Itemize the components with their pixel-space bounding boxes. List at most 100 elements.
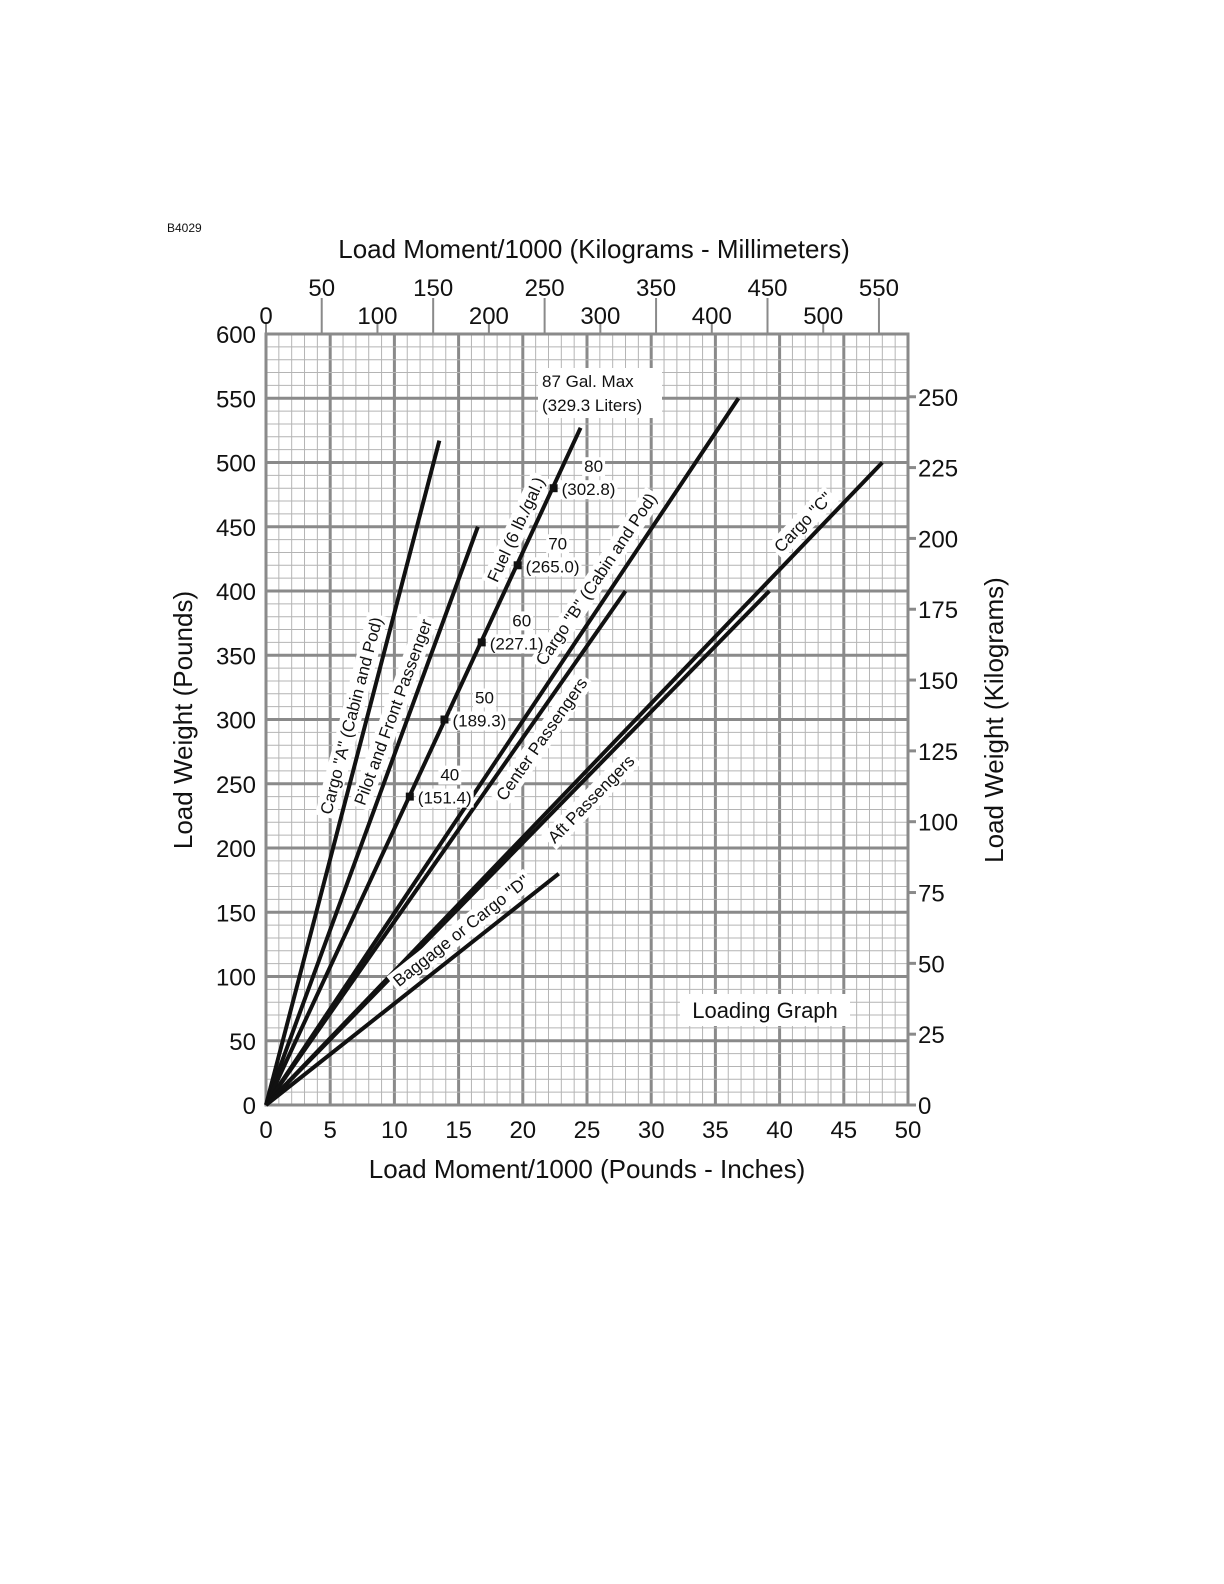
fuel-label-background: [523, 557, 582, 577]
plot-frame: [264, 332, 910, 1107]
fuel-mark-label-group: 80 (302.8): [559, 457, 618, 500]
y2-tick-label: 100: [918, 810, 958, 837]
series-label-background: [386, 868, 537, 994]
series-line: [264, 426, 583, 1106]
fuel-liters-label: (189.3): [452, 712, 506, 731]
series-label-group: Baggage or Cargo "D": [386, 868, 537, 994]
figure-code: B4029: [167, 221, 202, 235]
series-line: [264, 589, 771, 1107]
grid: [266, 334, 908, 1105]
x-tick-label: 0: [259, 1117, 272, 1144]
fuel-mark: [405, 792, 414, 801]
series-label-background: [315, 612, 389, 820]
y2-tick-label: 200: [918, 526, 958, 553]
fuel-label-background: [450, 711, 509, 731]
series-line: [264, 872, 560, 1107]
fuel-liters-label: (265.0): [526, 557, 580, 576]
x-tick-label: 10: [381, 1117, 408, 1144]
y2-tick-label: 225: [918, 456, 958, 483]
y-tick-label: 150: [216, 900, 256, 927]
series-label-background: [767, 485, 840, 560]
fuel-liters-label: (302.8): [562, 480, 616, 499]
y-tick-label: 50: [229, 1029, 256, 1056]
y-tick-label: 500: [216, 451, 256, 478]
chart-title: Loading Graph: [692, 998, 838, 1023]
y2-tick-label: 150: [918, 668, 958, 695]
left-axis-title: Load Weight (Pounds): [168, 591, 198, 849]
y2-tick-label: 50: [918, 951, 945, 978]
chart-title-background: [680, 994, 850, 1026]
x2-tick-label: 0: [259, 303, 272, 330]
y-tick-label: 100: [216, 965, 256, 992]
x-tick-label: 25: [574, 1117, 601, 1144]
x-tick-label: 50: [895, 1117, 922, 1144]
x2-tick-label: 150: [413, 275, 453, 302]
fuel-mark-label-group: 60 (227.1): [487, 611, 546, 654]
y-tick-label: 200: [216, 836, 256, 863]
series-label-group: Cargo "B" (Cabin and Pod): [529, 486, 664, 673]
fuel-max-liters-label: (329.3 Liters): [542, 396, 642, 415]
fuel-label-background: [559, 480, 618, 500]
fuel-mark: [549, 484, 558, 493]
y-tick-label: 350: [216, 643, 256, 670]
fuel-mark-label-group: 50 (189.3): [450, 688, 509, 731]
y2-tick-label: 125: [918, 739, 958, 766]
y-tick-label: 300: [216, 708, 256, 735]
fuel-gallons-label: 50: [475, 689, 494, 708]
series-label-background: [481, 471, 551, 589]
series-label-background: [541, 748, 642, 850]
x-tick-label: 30: [638, 1117, 665, 1144]
series-label-background: [529, 486, 664, 673]
x2-tick-label: 400: [692, 303, 732, 330]
fuel-label-background: [473, 688, 496, 708]
y-tick-label: 0: [243, 1093, 256, 1120]
fuel-label-background: [487, 634, 546, 654]
x2-tick-label: 250: [525, 275, 565, 302]
fuel-label-background: [582, 457, 606, 477]
series-label-background: [348, 613, 439, 811]
fuel-mark: [440, 715, 449, 724]
right-axis-title: Load Weight (Kilograms): [979, 577, 1009, 863]
fuel-gallons-label: 70: [548, 534, 567, 553]
fuel-label-background: [546, 534, 570, 554]
fuel-max-label: 87 Gal. Max: [542, 372, 634, 391]
series-label-background: [489, 671, 595, 808]
fuel-liters-label: (227.1): [490, 634, 544, 653]
x2-tick-label: 200: [469, 303, 509, 330]
bottom-axis-title: Load Moment/1000 (Pounds - Inches): [369, 1154, 805, 1184]
fuel-mark: [513, 561, 522, 570]
y2-tick-label: 75: [918, 881, 945, 908]
series-line: [264, 589, 628, 1107]
fuel-markers: 40 (151.4) 50 (189.3) 60 (227.1) 70 (265.0) 80 (3…: [405, 457, 618, 808]
y2-tick-label: 250: [918, 385, 958, 412]
fuel-mark: [477, 638, 486, 647]
x-tick-label: 5: [324, 1117, 337, 1144]
x-tick-label: 35: [702, 1117, 729, 1144]
tick-labels: 0 5 10 15 20 25 30 35 40 45 5005010015020025030035…: [216, 275, 958, 1144]
y-tick-label: 600: [216, 322, 256, 349]
x-tick-label: 15: [445, 1117, 472, 1144]
y-tick-label: 400: [216, 579, 256, 606]
x2-tick-label: 350: [636, 275, 676, 302]
fuel-mark-label-group: 40 (151.4): [415, 765, 474, 808]
fuel-gallons-label: 60: [512, 611, 531, 630]
y-tick-label: 250: [216, 772, 256, 799]
x-tick-label: 45: [830, 1117, 857, 1144]
fuel-gallons-label: 40: [440, 766, 459, 785]
x2-tick-label: 300: [580, 303, 620, 330]
top-axis-title: Load Moment/1000 (Kilograms - Millimeter…: [338, 234, 850, 264]
x2-tick-label: 550: [859, 275, 899, 302]
y2-tick-label: 25: [918, 1022, 945, 1049]
series-line: [264, 440, 442, 1106]
y-tick-label: 550: [216, 386, 256, 413]
fuel-max-background: [538, 368, 662, 418]
fuel-gallons-label: 80: [584, 457, 603, 476]
series-label-group: Cargo "A" (Cabin and Pod): [315, 612, 389, 820]
series-line: [264, 397, 741, 1107]
x2-tick-label: 450: [747, 275, 787, 302]
fuel-mark-label-group: 70 (265.0): [523, 534, 582, 577]
series-lines: [264, 397, 884, 1107]
y2-tick-label: 175: [918, 597, 958, 624]
x2-tick-label: 100: [357, 303, 397, 330]
